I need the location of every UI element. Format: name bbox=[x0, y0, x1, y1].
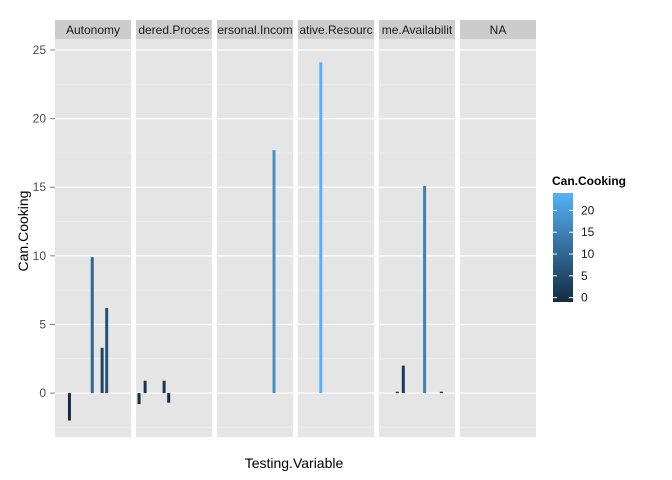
bar bbox=[439, 391, 443, 394]
bar bbox=[272, 150, 276, 394]
panel-background bbox=[379, 39, 455, 437]
y-tick-label: 0 bbox=[39, 386, 46, 400]
facet-panel: me.Availabilit bbox=[379, 20, 455, 437]
legend-tick-label: 0 bbox=[581, 291, 588, 305]
bar bbox=[90, 257, 94, 394]
color-legend: Can.Cooking 0 5 10 15 20 bbox=[552, 174, 626, 305]
facet-strip-label: NA bbox=[490, 23, 507, 37]
bar bbox=[100, 347, 104, 394]
bar bbox=[401, 365, 405, 394]
facet-panel: NA bbox=[460, 20, 536, 437]
facet-strip bbox=[136, 20, 212, 39]
facet-strip bbox=[55, 20, 131, 39]
facet-strip-label: ersonal.Incom bbox=[217, 23, 292, 37]
legend-tick-label: 5 bbox=[581, 269, 588, 283]
facet-strip bbox=[379, 20, 455, 39]
facet-panel: Autonomy bbox=[55, 20, 131, 437]
facet-strip-label: ative.Resourc bbox=[299, 23, 372, 37]
y-tick-label: 25 bbox=[33, 43, 47, 57]
panel-background bbox=[136, 39, 212, 437]
y-axis: 0 5 10 15 20 25 bbox=[33, 43, 55, 400]
facet-strip-label: me.Availabilit bbox=[382, 23, 453, 37]
y-tick-label: 15 bbox=[33, 180, 47, 194]
bar bbox=[395, 391, 399, 394]
legend-tick-label: 10 bbox=[581, 247, 595, 261]
panel-background bbox=[298, 39, 374, 437]
y-tick-label: 5 bbox=[39, 317, 46, 331]
y-tick-label: 10 bbox=[33, 249, 47, 263]
bar bbox=[137, 393, 141, 405]
x-axis-title: Testing.Variable bbox=[245, 455, 344, 471]
legend-title: Can.Cooking bbox=[552, 174, 626, 188]
bar bbox=[319, 62, 323, 394]
panel-background bbox=[217, 39, 293, 437]
facet-panels: Autonomy dered.Proces ersonal.Incom ative.R… bbox=[55, 20, 536, 437]
facet-strip-label: Autonomy bbox=[66, 23, 120, 37]
legend-tick-label: 15 bbox=[581, 225, 595, 239]
y-axis-title: Can.Cooking bbox=[15, 191, 31, 272]
facet-strip bbox=[460, 20, 536, 39]
panel-background bbox=[460, 39, 536, 437]
bar bbox=[162, 380, 166, 394]
facet-strip bbox=[217, 20, 293, 39]
facet-strip bbox=[298, 20, 374, 39]
bar bbox=[423, 185, 427, 394]
facet-panel: ative.Resourc bbox=[298, 20, 374, 437]
facet-strip-label: dered.Proces bbox=[138, 23, 209, 37]
bar bbox=[143, 380, 147, 394]
facet-panel: dered.Proces bbox=[136, 20, 212, 437]
bar bbox=[105, 307, 109, 394]
bar bbox=[67, 393, 71, 421]
bar bbox=[167, 393, 171, 403]
legend-colorbar bbox=[553, 193, 573, 302]
y-tick-label: 20 bbox=[33, 112, 47, 126]
facet-panel: ersonal.Incom bbox=[217, 20, 293, 437]
legend-tick-label: 20 bbox=[581, 203, 595, 217]
